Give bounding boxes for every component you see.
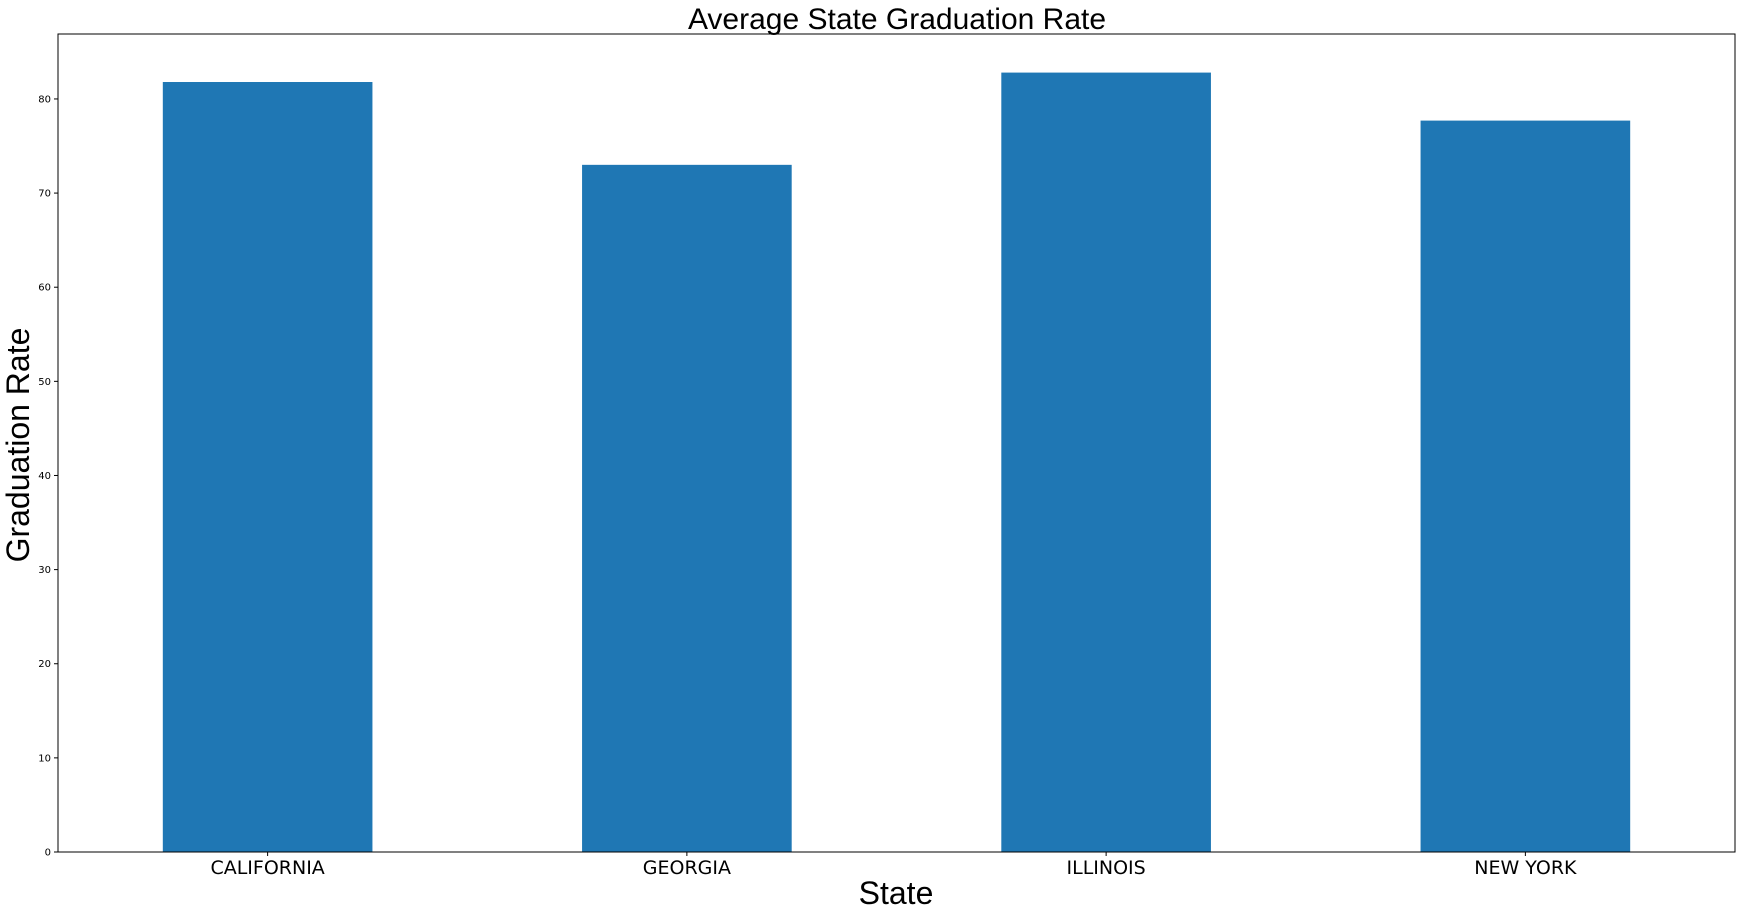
y-tick-label: 40 xyxy=(38,471,51,482)
y-tick-label: 10 xyxy=(38,753,51,764)
bars xyxy=(162,72,1631,853)
y-tick-label: 70 xyxy=(38,189,51,200)
y-tick-label: 50 xyxy=(38,377,51,388)
y-tick-label: 0 xyxy=(45,848,51,859)
bar-georgia xyxy=(582,164,792,853)
bar-california xyxy=(162,82,373,852)
chart-title: Average State Graduation Rate xyxy=(688,3,1106,36)
y-tick-label: 80 xyxy=(38,94,51,105)
plot-frame xyxy=(57,33,1736,853)
y-tick-label: 60 xyxy=(38,283,51,294)
y-axis-ticks: 0 10 20 30 40 50 60 70 80 xyxy=(38,94,58,859)
x-tick-label: GEORGIA xyxy=(643,857,731,879)
y-axis-label: Graduation Rate xyxy=(0,328,36,563)
y-tick-label: 20 xyxy=(38,659,51,670)
x-axis-label: State xyxy=(859,875,934,911)
bar-illinois xyxy=(1001,72,1211,853)
x-axis-ticks: CALIFORNIA GEORGIA ILLINOIS NEW YORK xyxy=(210,852,1577,879)
x-tick-label: CALIFORNIA xyxy=(210,857,324,879)
x-tick-label: ILLINOIS xyxy=(1067,857,1146,879)
x-tick-label: NEW YORK xyxy=(1474,857,1577,879)
bar-new-york xyxy=(1420,120,1631,853)
y-tick-label: 30 xyxy=(38,565,51,576)
